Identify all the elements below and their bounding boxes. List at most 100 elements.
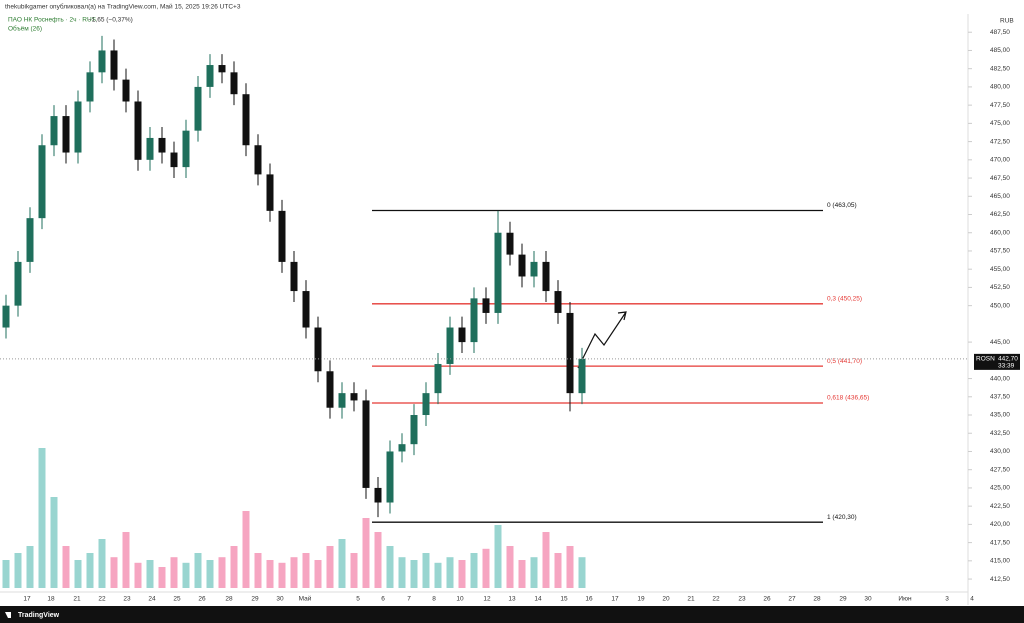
x-tick-label: 16 xyxy=(585,596,593,603)
candle-body xyxy=(170,152,178,168)
candle-body xyxy=(206,65,214,87)
volume-bar xyxy=(470,553,478,588)
x-tick-label: Июн xyxy=(898,596,912,603)
x-tick-label: 25 xyxy=(173,596,181,603)
volume-bar xyxy=(314,560,322,588)
candle-body xyxy=(14,261,22,306)
volume-bar xyxy=(434,562,442,588)
volume-bar xyxy=(110,557,118,588)
volume-bar xyxy=(542,532,550,588)
x-tick-label: 24 xyxy=(148,596,156,603)
x-tick-label: Май xyxy=(299,595,312,603)
candle-body xyxy=(134,101,142,160)
fib-label: 0 (463,05) xyxy=(827,202,857,209)
volume-bar xyxy=(362,518,370,588)
candle-body xyxy=(326,371,334,408)
candle-body xyxy=(38,145,46,219)
x-tick-label: 29 xyxy=(251,596,259,603)
footer-bar xyxy=(0,606,1024,623)
volume-bar xyxy=(398,557,406,588)
x-tick-label: 30 xyxy=(864,596,872,603)
x-tick-label: 8 xyxy=(432,596,436,603)
volume-bar xyxy=(338,539,346,588)
x-tick-label: 21 xyxy=(73,596,81,603)
candle-body xyxy=(518,254,526,277)
candle-body xyxy=(86,72,94,102)
volume-bar xyxy=(482,548,490,588)
volume-bar xyxy=(326,546,334,588)
volume-bar xyxy=(422,553,430,588)
volume-bar xyxy=(386,546,394,588)
volume-bar xyxy=(506,546,514,588)
y-tick-label: 460,00 xyxy=(990,229,1010,236)
candle-body xyxy=(338,393,346,408)
fib-label: 0,618 (436,65) xyxy=(827,395,869,402)
volume-bar xyxy=(578,557,586,588)
x-tick-label: 4 xyxy=(970,596,974,603)
x-tick-label: 18 xyxy=(47,596,55,603)
volume-bar xyxy=(302,553,310,588)
y-tick-label: 465,00 xyxy=(990,193,1010,200)
x-tick-label: 30 xyxy=(276,596,284,603)
y-tick-label: 420,00 xyxy=(990,521,1010,528)
x-tick-label: 26 xyxy=(198,596,206,603)
x-tick-label: 7 xyxy=(407,596,411,603)
candle-body xyxy=(554,291,562,313)
y-tick-label: 425,00 xyxy=(990,485,1010,492)
y-tick-label: 455,00 xyxy=(990,266,1010,273)
footer-logo: TradingView xyxy=(18,612,60,619)
y-tick-label: 467,50 xyxy=(990,175,1010,182)
volume-bar xyxy=(182,562,190,588)
candle-body xyxy=(530,261,538,277)
volume-bar xyxy=(530,557,538,588)
arrow xyxy=(577,311,627,369)
volume-bar xyxy=(14,553,22,588)
volume-bar xyxy=(158,567,166,588)
y-tick-label: 452,50 xyxy=(990,284,1010,291)
candle-body xyxy=(218,65,226,73)
x-tick-label: 29 xyxy=(839,596,847,603)
y-tick-label: 430,00 xyxy=(990,448,1010,455)
candle-body xyxy=(350,393,358,401)
candle-body xyxy=(494,232,502,313)
candle-body xyxy=(506,232,514,255)
candle-body xyxy=(194,86,202,131)
volume-bar xyxy=(458,560,466,588)
x-tick-label: 17 xyxy=(23,596,31,603)
volume-bar xyxy=(518,560,526,588)
y-tick-label: 437,50 xyxy=(990,394,1010,401)
candle-body xyxy=(446,327,454,364)
volume-bar xyxy=(194,553,202,588)
volume-bar xyxy=(146,560,154,588)
change: −1,65 (−0,37%) xyxy=(88,17,133,24)
y-tick-label: 450,00 xyxy=(990,302,1010,309)
candle-body xyxy=(110,50,118,80)
x-tick-label: 12 xyxy=(483,596,491,603)
x-tick-label: 26 xyxy=(763,596,771,603)
candle-body xyxy=(314,327,322,372)
y-tick-label: 487,50 xyxy=(990,29,1010,36)
y-tick-label: 435,00 xyxy=(990,412,1010,419)
candle-body xyxy=(158,137,166,153)
volume-bar xyxy=(350,553,358,588)
x-tick-label: 10 xyxy=(456,596,464,603)
x-tick-label: 21 xyxy=(687,596,695,603)
y-tick-label: 445,00 xyxy=(990,339,1010,346)
volume-bar xyxy=(218,557,226,588)
volume-bar xyxy=(554,553,562,588)
y-tick-label: 412,50 xyxy=(990,576,1010,583)
volume-bar xyxy=(2,560,10,588)
candle-body xyxy=(362,400,370,488)
x-tick-label: 28 xyxy=(813,596,821,603)
candle-body xyxy=(74,101,82,153)
candle-body xyxy=(470,298,478,343)
volume-bar xyxy=(74,560,82,588)
symbol: ПАО НК Роснефть · 2ч · RUS xyxy=(8,17,97,24)
y-tick-label: 480,00 xyxy=(990,84,1010,91)
candle-body xyxy=(458,327,466,343)
candle-body xyxy=(266,174,274,211)
y-tick-label: 457,50 xyxy=(990,248,1010,255)
